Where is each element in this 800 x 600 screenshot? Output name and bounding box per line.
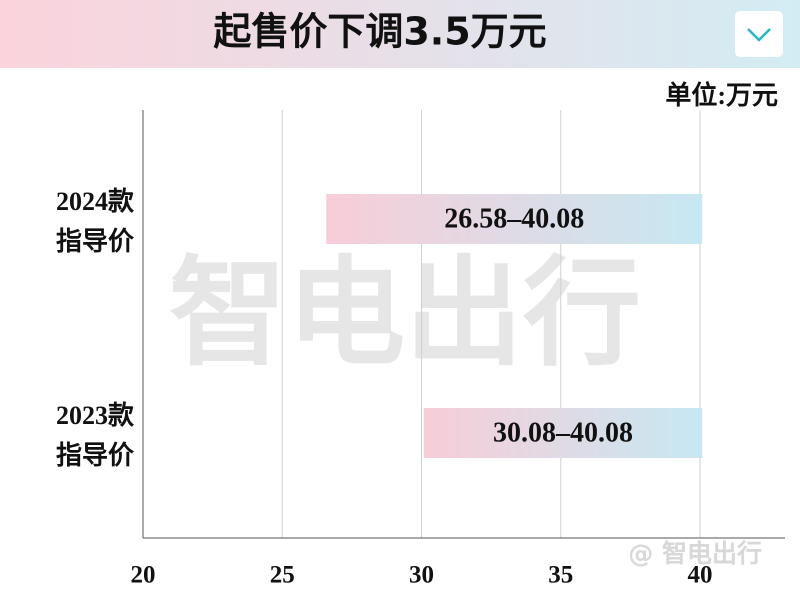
chevron-icon[interactable] bbox=[747, 28, 771, 42]
x-tick-label: 20 bbox=[131, 562, 156, 589]
watermark: 智电出行 bbox=[169, 244, 641, 382]
x-tick-label: 30 bbox=[409, 562, 434, 589]
source-credit: @ 智电出行 bbox=[628, 539, 762, 568]
range-bar bbox=[326, 194, 703, 244]
value-label: 26.58–40.08 bbox=[444, 203, 584, 234]
button-bg[interactable] bbox=[735, 11, 783, 57]
range-bar bbox=[423, 408, 703, 458]
y-tick-label: 指导价 bbox=[56, 441, 135, 470]
x-tick-label: 35 bbox=[548, 562, 573, 589]
x-tick-label: 40 bbox=[688, 562, 713, 589]
y-tick-label: 2023款 bbox=[56, 401, 135, 430]
y-tick-label: 2024款 bbox=[56, 187, 135, 216]
chart-title: 起售价下调3.5万元 bbox=[213, 10, 546, 54]
x-tick-label: 25 bbox=[270, 562, 295, 589]
unit-label: 单位:万元 bbox=[665, 80, 778, 110]
value-label: 30.08–40.08 bbox=[493, 417, 633, 448]
header-band bbox=[0, 0, 800, 68]
y-tick-label: 指导价 bbox=[56, 227, 135, 256]
collapse-button[interactable] bbox=[735, 11, 783, 57]
